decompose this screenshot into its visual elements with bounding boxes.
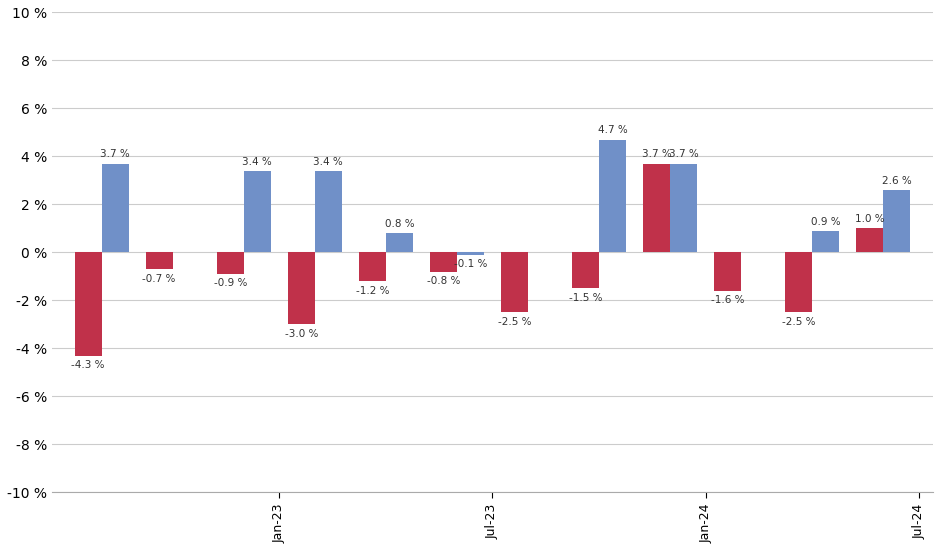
Bar bbox=[102, 164, 129, 252]
Bar bbox=[359, 252, 385, 281]
Text: -0.9 %: -0.9 % bbox=[213, 278, 247, 288]
Text: 3.7 %: 3.7 % bbox=[642, 149, 671, 160]
Bar bbox=[714, 252, 741, 291]
Text: -1.5 %: -1.5 % bbox=[569, 293, 603, 303]
Bar bbox=[385, 233, 413, 252]
Bar bbox=[217, 252, 243, 274]
Bar bbox=[670, 164, 697, 252]
Text: 1.0 %: 1.0 % bbox=[855, 214, 885, 224]
Text: -2.5 %: -2.5 % bbox=[497, 317, 531, 327]
Bar bbox=[884, 190, 910, 252]
Text: -0.1 %: -0.1 % bbox=[454, 259, 487, 269]
Bar bbox=[457, 252, 484, 255]
Text: 3.4 %: 3.4 % bbox=[313, 157, 343, 167]
Text: 3.4 %: 3.4 % bbox=[243, 157, 272, 167]
Bar bbox=[315, 171, 342, 252]
Bar bbox=[856, 228, 884, 252]
Bar bbox=[430, 252, 457, 272]
Text: -4.3 %: -4.3 % bbox=[71, 360, 104, 370]
Text: 3.7 %: 3.7 % bbox=[668, 149, 698, 160]
Text: -2.5 %: -2.5 % bbox=[782, 317, 816, 327]
Bar bbox=[643, 164, 670, 252]
Text: 0.8 %: 0.8 % bbox=[384, 219, 415, 229]
Bar bbox=[599, 140, 626, 252]
Text: -1.2 %: -1.2 % bbox=[355, 285, 389, 295]
Text: -0.8 %: -0.8 % bbox=[427, 276, 460, 286]
Bar bbox=[288, 252, 315, 324]
Text: -0.7 %: -0.7 % bbox=[143, 273, 176, 284]
Bar bbox=[243, 171, 271, 252]
Text: 0.9 %: 0.9 % bbox=[811, 217, 840, 227]
Text: -3.0 %: -3.0 % bbox=[285, 329, 318, 339]
Bar bbox=[74, 252, 102, 356]
Bar bbox=[572, 252, 599, 288]
Bar bbox=[785, 252, 812, 312]
Text: 4.7 %: 4.7 % bbox=[598, 125, 627, 135]
Text: 3.7 %: 3.7 % bbox=[101, 149, 130, 160]
Bar bbox=[812, 231, 839, 252]
Text: -1.6 %: -1.6 % bbox=[711, 295, 744, 305]
Bar bbox=[501, 252, 528, 312]
Text: 2.6 %: 2.6 % bbox=[882, 175, 912, 186]
Bar bbox=[146, 252, 173, 270]
